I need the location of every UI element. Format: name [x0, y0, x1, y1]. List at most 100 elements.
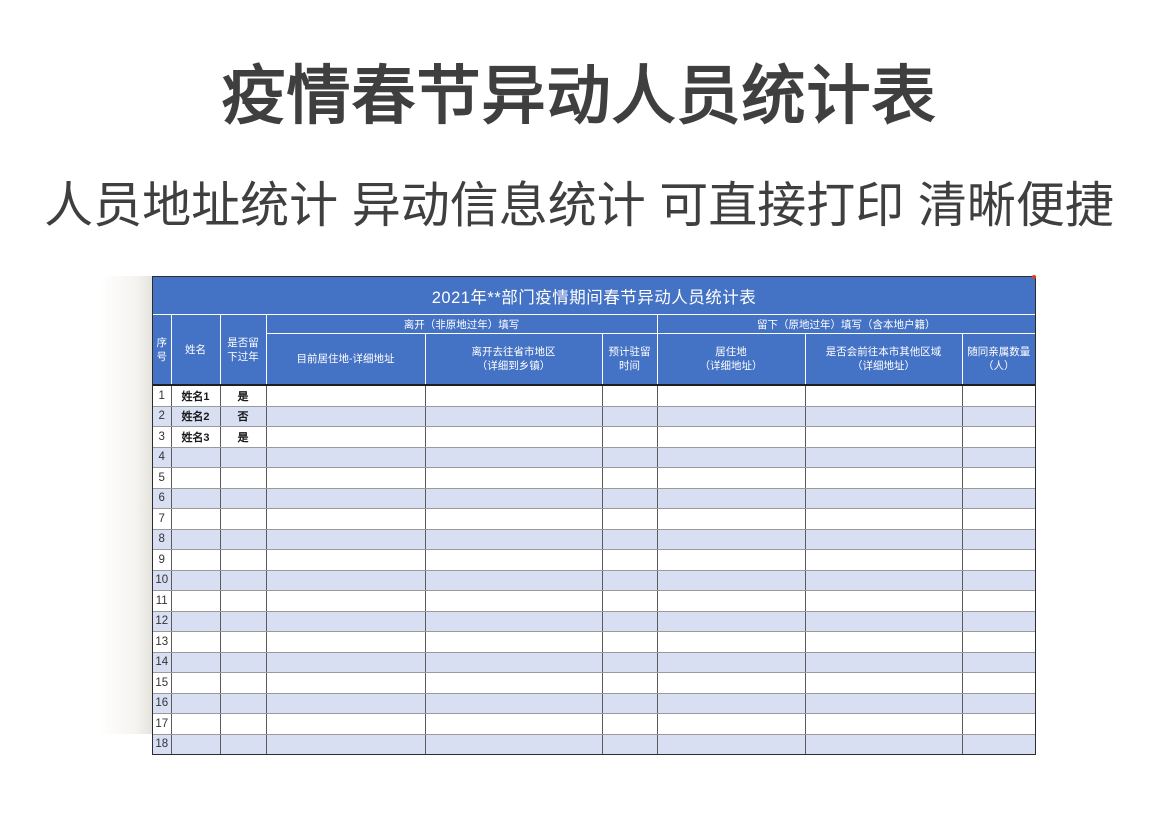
- cell-res[interactable]: [656, 713, 805, 735]
- cell-stay[interactable]: 是: [219, 426, 266, 448]
- cell-dur[interactable]: [601, 734, 657, 754]
- cell-name[interactable]: [170, 488, 220, 509]
- cell-other[interactable]: [804, 488, 962, 509]
- cell-name[interactable]: [170, 529, 220, 550]
- cell-other[interactable]: [804, 447, 962, 468]
- cell-res[interactable]: [656, 529, 805, 550]
- cell-name[interactable]: [170, 652, 220, 673]
- cell-stay[interactable]: [219, 672, 266, 694]
- cell-dur[interactable]: [601, 488, 657, 509]
- table-row[interactable]: 13: [153, 631, 1035, 653]
- cell-idx[interactable]: 4: [153, 447, 171, 468]
- cell-idx[interactable]: 12: [153, 611, 171, 632]
- cell-dur[interactable]: [601, 467, 657, 489]
- cell-dest[interactable]: [424, 384, 602, 407]
- cell-cur[interactable]: [265, 426, 425, 448]
- cell-dur[interactable]: [601, 672, 657, 694]
- cell-family[interactable]: [961, 693, 1035, 714]
- cell-dur[interactable]: [601, 549, 657, 571]
- cell-family[interactable]: [961, 384, 1035, 407]
- cell-res[interactable]: [656, 570, 805, 591]
- cell-dest[interactable]: [424, 570, 602, 591]
- cell-dest[interactable]: [424, 406, 602, 427]
- cell-dur[interactable]: [601, 384, 657, 407]
- cell-dest[interactable]: [424, 672, 602, 694]
- cell-cur[interactable]: [265, 549, 425, 571]
- cell-other[interactable]: [804, 734, 962, 754]
- cell-dest[interactable]: [424, 713, 602, 735]
- cell-cur[interactable]: [265, 508, 425, 530]
- cell-stay[interactable]: [219, 693, 266, 714]
- table-row[interactable]: 6: [153, 488, 1035, 509]
- cell-other[interactable]: [804, 384, 962, 407]
- cell-other[interactable]: [804, 426, 962, 448]
- cell-stay[interactable]: [219, 713, 266, 735]
- cell-idx[interactable]: 14: [153, 652, 171, 673]
- cell-idx[interactable]: 5: [153, 467, 171, 489]
- cell-cur[interactable]: [265, 734, 425, 754]
- cell-idx[interactable]: 1: [153, 384, 171, 407]
- cell-family[interactable]: [961, 611, 1035, 632]
- cell-dest[interactable]: [424, 734, 602, 754]
- cell-idx[interactable]: 6: [153, 488, 171, 509]
- cell-family[interactable]: [961, 447, 1035, 468]
- cell-name[interactable]: 姓名2: [170, 406, 220, 427]
- cell-family[interactable]: [961, 426, 1035, 448]
- cell-other[interactable]: [804, 529, 962, 550]
- table-row[interactable]: 12: [153, 611, 1035, 632]
- cell-name[interactable]: [170, 549, 220, 571]
- cell-stay[interactable]: [219, 447, 266, 468]
- cell-stay[interactable]: [219, 467, 266, 489]
- cell-cur[interactable]: [265, 529, 425, 550]
- cell-dest[interactable]: [424, 611, 602, 632]
- table-row[interactable]: 3 姓名3 是: [153, 426, 1035, 448]
- cell-stay[interactable]: 是: [219, 384, 266, 407]
- cell-dur[interactable]: [601, 611, 657, 632]
- cell-res[interactable]: [656, 488, 805, 509]
- cell-other[interactable]: [804, 467, 962, 489]
- cell-dest[interactable]: [424, 488, 602, 509]
- cell-cur[interactable]: [265, 652, 425, 673]
- cell-family[interactable]: [961, 652, 1035, 673]
- cell-stay[interactable]: [219, 570, 266, 591]
- cell-family[interactable]: [961, 529, 1035, 550]
- cell-family[interactable]: [961, 672, 1035, 694]
- cell-idx[interactable]: 10: [153, 570, 171, 591]
- cell-family[interactable]: [961, 631, 1035, 653]
- cell-stay[interactable]: 否: [219, 406, 266, 427]
- table-row[interactable]: 2 姓名2 否: [153, 406, 1035, 427]
- cell-name[interactable]: [170, 508, 220, 530]
- cell-other[interactable]: [804, 590, 962, 612]
- cell-dur[interactable]: [601, 447, 657, 468]
- cell-family[interactable]: [961, 508, 1035, 530]
- cell-other[interactable]: [804, 672, 962, 694]
- cell-dest[interactable]: [424, 508, 602, 530]
- cell-dest[interactable]: [424, 447, 602, 468]
- cell-other[interactable]: [804, 549, 962, 571]
- cell-res[interactable]: [656, 631, 805, 653]
- cell-dur[interactable]: [601, 590, 657, 612]
- cell-cur[interactable]: [265, 590, 425, 612]
- cell-name[interactable]: [170, 570, 220, 591]
- cell-cur[interactable]: [265, 631, 425, 653]
- cell-cur[interactable]: [265, 693, 425, 714]
- table-row[interactable]: 8: [153, 529, 1035, 550]
- cell-res[interactable]: [656, 467, 805, 489]
- cell-idx[interactable]: 3: [153, 426, 171, 448]
- cell-idx[interactable]: 2: [153, 406, 171, 427]
- cell-res[interactable]: [656, 406, 805, 427]
- cell-res[interactable]: [656, 508, 805, 530]
- table-row[interactable]: 18: [153, 734, 1035, 754]
- cell-dest[interactable]: [424, 631, 602, 653]
- cell-name[interactable]: [170, 611, 220, 632]
- cell-stay[interactable]: [219, 508, 266, 530]
- cell-dest[interactable]: [424, 590, 602, 612]
- cell-other[interactable]: [804, 611, 962, 632]
- cell-dur[interactable]: [601, 508, 657, 530]
- cell-dur[interactable]: [601, 570, 657, 591]
- cell-cur[interactable]: [265, 406, 425, 427]
- cell-stay[interactable]: [219, 549, 266, 571]
- cell-family[interactable]: [961, 713, 1035, 735]
- cell-name[interactable]: [170, 447, 220, 468]
- cell-name[interactable]: [170, 713, 220, 735]
